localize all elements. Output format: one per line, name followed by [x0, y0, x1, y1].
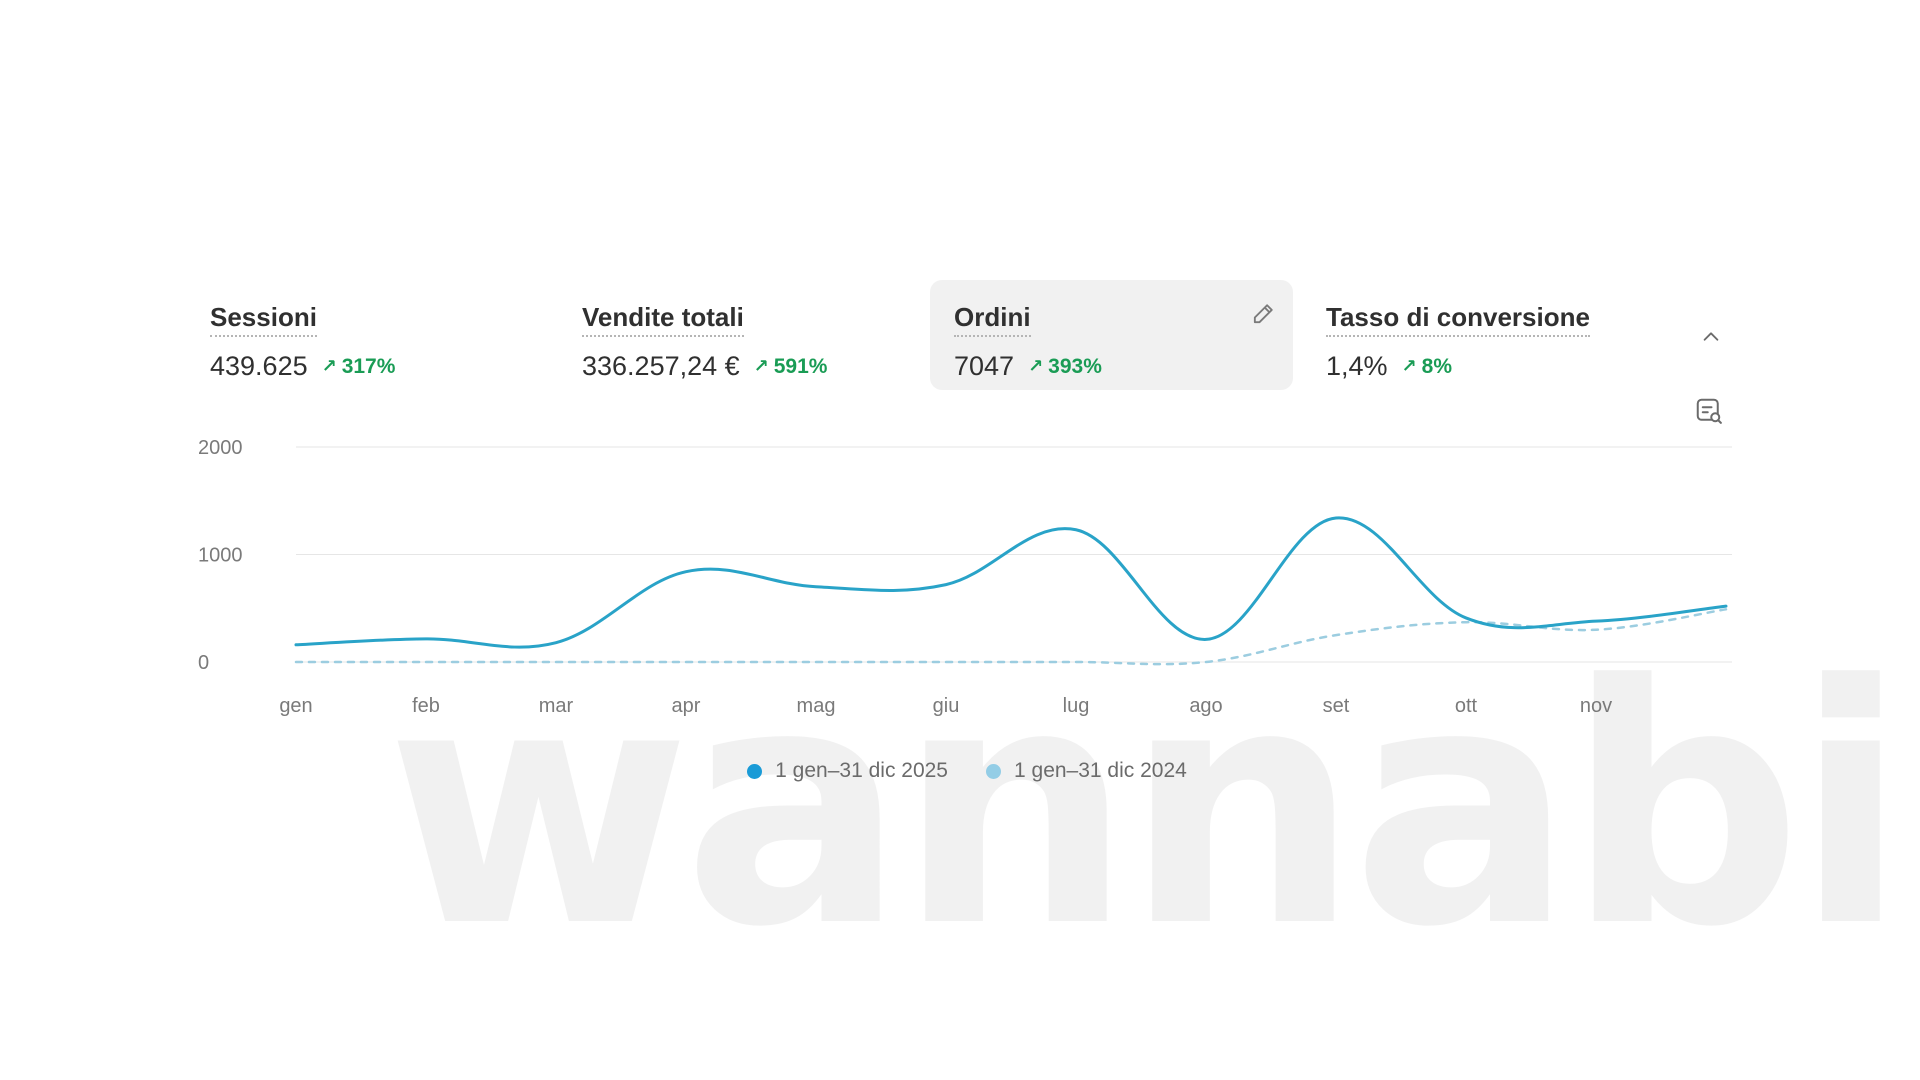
- chart-legend: 1 gen–31 dic 2025 1 gen–31 dic 2024: [176, 759, 1758, 783]
- x-tick-label: mag: [797, 695, 836, 717]
- y-tick-label: 2000: [198, 437, 243, 459]
- legend-dot-previous: [986, 763, 1001, 779]
- data-point-2025: [813, 584, 819, 590]
- data-point-2024: [423, 659, 429, 665]
- kpi-label[interactable]: Vendite totali: [582, 302, 744, 337]
- kpi-delta-value: 393%: [1048, 354, 1102, 378]
- x-tick-label: feb: [412, 695, 440, 717]
- x-tick-label: gen: [279, 695, 312, 717]
- kpi-delta: ↗ 393%: [1028, 355, 1102, 379]
- kpi-label[interactable]: Ordini: [954, 302, 1031, 337]
- kpi-delta-value: 8%: [1421, 354, 1452, 378]
- x-tick-label: set: [1323, 695, 1350, 717]
- kpi-ordini[interactable]: Ordini 7047 ↗ 393%: [930, 280, 1293, 390]
- arrow-up-right-icon: ↗: [753, 356, 769, 376]
- x-tick-label: apr: [672, 695, 701, 717]
- chart-explore-icon[interactable]: [1694, 396, 1724, 426]
- data-point-2024: [943, 659, 949, 665]
- kpi-value: 7047: [954, 351, 1015, 381]
- legend-item-previous[interactable]: 1 gen–31 dic 2024: [986, 759, 1187, 783]
- x-tick-label: ago: [1189, 695, 1222, 717]
- pencil-icon[interactable]: [1249, 300, 1277, 328]
- data-point-2024: [1723, 606, 1729, 612]
- kpi-sessioni[interactable]: Sessioni 439.625 ↗ 317%: [186, 280, 549, 390]
- data-point-2025: [293, 642, 299, 648]
- data-point-2025: [943, 582, 949, 588]
- kpi-delta: ↗ 317%: [322, 355, 396, 379]
- legend-label: 1 gen–31 dic 2024: [1014, 759, 1187, 782]
- data-point-2025: [1593, 618, 1599, 624]
- y-tick-label: 1000: [198, 545, 243, 567]
- data-point-2025: [423, 636, 429, 642]
- legend-label: 1 gen–31 dic 2025: [775, 759, 948, 782]
- data-point-2024: [1593, 627, 1599, 633]
- data-point-2025: [1203, 636, 1209, 642]
- kpi-value: 439.625: [210, 351, 308, 381]
- data-point-2024: [683, 659, 689, 665]
- x-tick-label: nov: [1580, 695, 1612, 717]
- kpi-delta: ↗ 8%: [1402, 355, 1452, 379]
- data-point-2024: [293, 659, 299, 665]
- data-point-2024: [553, 659, 559, 665]
- kpi-label[interactable]: Sessioni: [210, 302, 317, 337]
- kpi-delta-value: 317%: [341, 354, 396, 378]
- x-tick-label: giu: [933, 695, 960, 717]
- data-point-2024: [1333, 632, 1339, 638]
- kpi-label[interactable]: Tasso di conversione: [1326, 302, 1590, 337]
- legend-dot-current: [747, 763, 763, 779]
- data-point-2024: [1203, 659, 1209, 665]
- data-point-2024: [1073, 659, 1079, 665]
- chevron-up-icon[interactable]: [1700, 326, 1722, 348]
- kpi-tasso-di-conversione[interactable]: Tasso di conversione 1,4% ↗ 8%: [1302, 280, 1665, 390]
- kpi-delta-value: 591%: [773, 354, 828, 378]
- arrow-up-right-icon: ↗: [1401, 356, 1417, 376]
- y-tick-label: 0: [198, 652, 209, 674]
- arrow-up-right-icon: ↗: [1028, 356, 1044, 376]
- data-point-2025: [1073, 527, 1079, 533]
- legend-item-current[interactable]: 1 gen–31 dic 2025: [747, 759, 948, 783]
- data-point-2025: [683, 569, 689, 575]
- kpi-value: 336.257,24 €: [582, 351, 740, 381]
- kpi-value: 1,4%: [1326, 351, 1388, 381]
- orders-line-chart: 0 1000 2000 gen feb mar apr mag giu lug ago set ott n…: [198, 437, 1732, 717]
- kpi-vendite-totali[interactable]: Vendite totali 336.257,24 € ↗ 591%: [558, 280, 921, 390]
- data-point-2024: [813, 659, 819, 665]
- x-tick-label: ott: [1455, 695, 1478, 717]
- x-tick-label: lug: [1063, 695, 1090, 717]
- data-point-2025: [1333, 515, 1339, 521]
- kpi-delta: ↗ 591%: [754, 355, 828, 379]
- analytics-card: wannabi Sessioni 439.625 ↗ 317% Vendite t…: [176, 262, 1907, 972]
- series-line-2025: [294, 516, 1728, 649]
- series-line-2024: [294, 608, 1728, 666]
- data-point-2025: [553, 640, 559, 646]
- arrow-up-right-icon: ↗: [321, 356, 337, 376]
- x-tick-label: mar: [539, 695, 574, 717]
- data-point-2024: [1463, 619, 1469, 625]
